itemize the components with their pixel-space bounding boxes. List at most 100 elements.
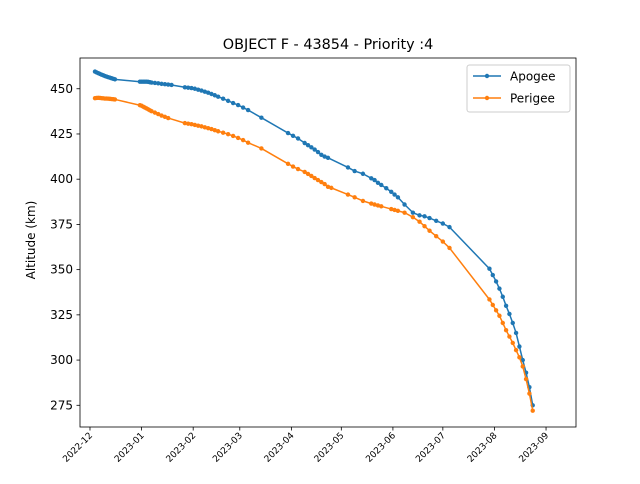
perigee-point bbox=[417, 219, 422, 224]
apogee-point bbox=[493, 279, 499, 284]
apogee-point bbox=[295, 136, 301, 141]
perigee-point bbox=[156, 111, 161, 117]
plot-series bbox=[92, 69, 535, 413]
apogee-point bbox=[513, 330, 519, 336]
apogee-point bbox=[312, 147, 317, 152]
plot-frame bbox=[79, 57, 577, 428]
perigee-point bbox=[410, 214, 416, 220]
perigee-point bbox=[440, 239, 446, 244]
apogee-point bbox=[159, 81, 164, 87]
perigee-point bbox=[285, 161, 291, 167]
apogee-point bbox=[500, 294, 505, 299]
apogee-point bbox=[379, 182, 384, 188]
apogee-point bbox=[497, 286, 502, 291]
apogee-point bbox=[212, 93, 218, 98]
perigee-point bbox=[189, 122, 194, 127]
apogee-point bbox=[352, 168, 357, 174]
perigee-point bbox=[389, 206, 394, 212]
perigee-point bbox=[402, 210, 407, 215]
apogee-point bbox=[322, 154, 327, 159]
perigee-point bbox=[152, 110, 158, 115]
apogee-point bbox=[372, 177, 377, 183]
perigee-point bbox=[290, 164, 296, 169]
perigee-point bbox=[352, 195, 357, 200]
perigee-point bbox=[487, 297, 492, 302]
apogee-point bbox=[182, 85, 188, 90]
perigee-point bbox=[215, 129, 221, 134]
perigee-point bbox=[490, 302, 495, 308]
perigee-point bbox=[149, 108, 154, 114]
perigee-point bbox=[220, 130, 226, 135]
apogee-point bbox=[202, 89, 208, 94]
chart-title: OBJECT F - 43854 - Priority :4 bbox=[223, 37, 433, 53]
apogee-point bbox=[433, 218, 439, 223]
y-tick-label: 425 bbox=[50, 127, 73, 141]
perigee-point bbox=[395, 208, 401, 214]
perigee-point bbox=[322, 181, 327, 187]
perigee-point bbox=[500, 320, 505, 326]
perigee-point bbox=[507, 334, 512, 339]
apogee-point bbox=[259, 115, 264, 120]
apogee-point bbox=[325, 155, 331, 161]
perigee-point bbox=[259, 146, 264, 151]
legend-apogee-label: Apogee bbox=[510, 70, 556, 84]
apogee-point bbox=[225, 98, 231, 104]
perigee-point bbox=[520, 364, 525, 369]
y-tick-label: 400 bbox=[50, 172, 73, 186]
apogee-point bbox=[490, 272, 495, 278]
apogee-point bbox=[417, 213, 422, 218]
apogee-point bbox=[375, 180, 381, 186]
perigee-point bbox=[379, 204, 384, 209]
apogee-point bbox=[389, 189, 394, 195]
y-tick-label: 275 bbox=[50, 398, 73, 412]
perigee-point bbox=[329, 185, 334, 191]
apogee-point bbox=[395, 195, 401, 200]
perigee-point bbox=[302, 169, 307, 175]
perigee-point bbox=[235, 135, 241, 141]
perigee-point bbox=[503, 328, 509, 333]
apogee-point bbox=[392, 192, 397, 197]
perigee-point bbox=[230, 133, 236, 139]
apogee-point bbox=[235, 102, 241, 108]
apogee-point bbox=[315, 149, 321, 155]
apogee-point bbox=[149, 80, 154, 85]
perigee-point bbox=[159, 113, 164, 118]
apogee-point bbox=[112, 77, 118, 82]
apogee-point bbox=[245, 107, 251, 113]
perigee-point bbox=[510, 340, 515, 346]
perigee-point bbox=[240, 137, 246, 143]
apogee-point bbox=[360, 171, 366, 176]
apogee-point bbox=[169, 82, 174, 88]
apogee-point bbox=[305, 142, 311, 148]
legend-apogee-marker bbox=[484, 73, 490, 79]
perigee-point bbox=[513, 347, 519, 353]
perigee-point bbox=[199, 124, 204, 129]
perigee-point bbox=[325, 184, 331, 189]
perigee-point bbox=[225, 131, 231, 137]
apogee-point bbox=[345, 165, 351, 170]
perigee-point bbox=[530, 408, 535, 413]
apogee-point bbox=[487, 266, 492, 271]
apogee-point bbox=[309, 145, 314, 150]
perigee-point bbox=[345, 192, 351, 197]
perigee-point bbox=[497, 313, 502, 318]
apogee-point bbox=[199, 88, 204, 93]
apogee-point bbox=[205, 90, 211, 95]
perigee-series bbox=[92, 95, 535, 413]
apogee-point bbox=[152, 80, 158, 86]
apogee-point bbox=[290, 133, 296, 138]
y-tick-label: 450 bbox=[50, 82, 73, 96]
apogee-point bbox=[422, 214, 427, 219]
perigee-point bbox=[447, 245, 452, 251]
apogee-point bbox=[156, 81, 161, 86]
apogee-point bbox=[520, 357, 525, 363]
apogee-point bbox=[427, 215, 432, 221]
apogee-point bbox=[230, 100, 236, 106]
perigee-point bbox=[166, 115, 171, 121]
perigee-point bbox=[392, 207, 397, 213]
legend: Apogee Perigee bbox=[466, 64, 571, 113]
perigee-point bbox=[309, 173, 314, 179]
y-tick-label: 325 bbox=[50, 308, 73, 322]
apogee-point bbox=[440, 221, 446, 226]
